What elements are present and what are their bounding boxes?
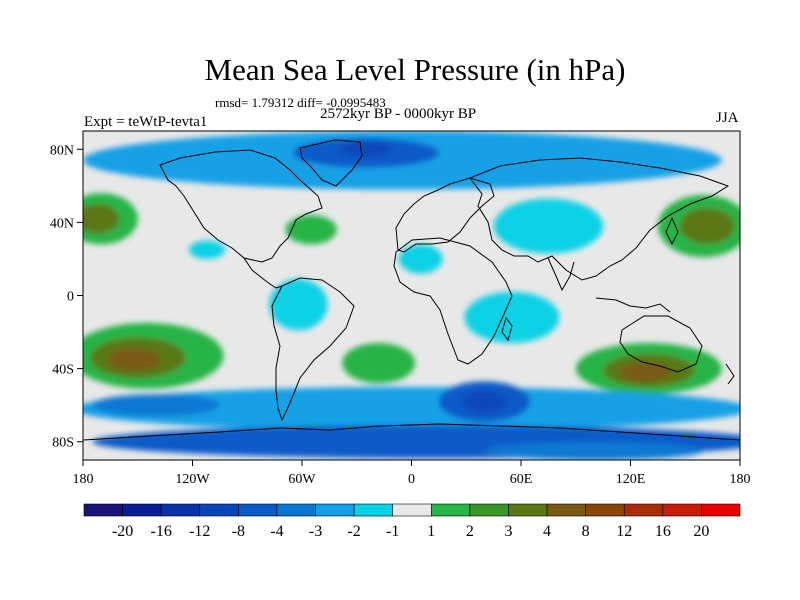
x-tick-label: 0 <box>408 472 415 487</box>
pressure-field <box>83 131 740 460</box>
colorbar-swatch <box>392 503 432 517</box>
anomaly-region-australia-high-inner <box>619 363 671 382</box>
colorbar-label: -16 <box>151 523 172 540</box>
colorbar-label: -1 <box>386 523 399 540</box>
colorbar-swatch <box>122 503 162 517</box>
colorbar-swatch <box>585 503 625 517</box>
y-axis: 80N 40N 0 40S 80S <box>50 143 83 451</box>
colorbar-swatch <box>508 503 548 517</box>
anomaly-region-asia-low <box>493 198 604 254</box>
colorbar-swatch <box>315 503 355 517</box>
anomaly-region-north-pacific-high-west-core <box>83 204 120 234</box>
colorbar-swatch <box>199 503 239 517</box>
colorbar-swatch <box>83 503 123 517</box>
anomaly-region-north-pacific-high-east-core <box>679 207 735 245</box>
colorbar: -20 -16 -12 -8 -4 -3 -2 -1 1 2 3 4 8 12 16 20 <box>83 503 741 540</box>
x-tick-label: 60W <box>288 472 316 487</box>
rmsd-diff-stats: rmsd= 1.79312 diff= -0.0995483 <box>215 95 386 110</box>
chart-title: Mean Sea Level Pressure (in hPa) <box>204 52 626 87</box>
anomaly-region-north-atlantic-high <box>285 215 337 245</box>
colorbar-swatch <box>353 503 394 517</box>
x-tick-label: 180 <box>730 472 751 487</box>
anomaly-region-southern-ocean-indian-core <box>462 390 507 413</box>
colorbar-label: -12 <box>189 523 210 540</box>
anomaly-region-southern-ocean-band <box>83 386 740 431</box>
y-tick-label: 0 <box>67 290 74 305</box>
y-tick-label: 40S <box>52 363 74 378</box>
colorbar-swatch <box>238 503 278 517</box>
colorbar-label: 16 <box>655 523 671 540</box>
experiment-label: Expt = teWtP-tevta1 <box>84 114 208 130</box>
anomaly-region-mexico-low <box>188 240 226 259</box>
colorbar-swatch <box>469 503 509 517</box>
x-tick-label: 120E <box>616 472 646 487</box>
colorbar-swatch <box>623 503 664 517</box>
colorbar-swatch <box>160 503 201 517</box>
x-tick-label: 180 <box>73 472 94 487</box>
colorbar-swatch <box>430 503 471 517</box>
colorbar-label: -4 <box>270 523 283 540</box>
anomaly-region-southern-ocean-west <box>92 394 220 417</box>
anomaly-region-indian-ocean-low <box>464 291 560 344</box>
anomaly-region-south-atlantic-high <box>342 343 416 384</box>
colorbar-label: 4 <box>543 523 551 540</box>
y-tick-label: 80N <box>50 143 74 158</box>
colorbar-label: 2 <box>466 523 474 540</box>
y-tick-label: 80S <box>52 436 74 451</box>
y-tick-label: 40N <box>50 216 74 231</box>
colorbar-label: -20 <box>112 523 133 540</box>
coastlines <box>83 139 740 441</box>
anomaly-region-arctic-deep <box>340 141 392 157</box>
anomaly-region-amazon-low <box>269 279 328 331</box>
anomaly-region-antarctic-interior <box>484 441 704 460</box>
x-tick-label: 120W <box>175 472 210 487</box>
season-label: JJA <box>716 110 739 126</box>
anomaly-region-sahara-low <box>398 244 443 274</box>
colorbar-label: 8 <box>582 523 590 540</box>
x-tick-label: 60E <box>510 472 533 487</box>
colorbar-label: -3 <box>309 523 322 540</box>
anomaly-region-south-pacific-high-inner <box>108 348 160 371</box>
colorbar-label: 20 <box>693 523 709 540</box>
time-period-label: 2572kyr BP - 0000kyr BP <box>320 106 477 122</box>
colorbar-label: 1 <box>427 523 435 540</box>
colorbar-label: 3 <box>504 523 512 540</box>
colorbar-label: -2 <box>347 523 360 540</box>
colorbar-swatch <box>546 503 586 517</box>
colorbar-swatch <box>701 503 741 517</box>
colorbar-swatch <box>662 503 702 517</box>
map-panel: 180 120W 60W 0 60E 120E 180 80N 40N 0 40S 80S <box>50 130 751 487</box>
x-axis: 180 120W 60W 0 60E 120E 180 <box>73 460 751 487</box>
colorbar-label: 12 <box>616 523 632 540</box>
colorbar-label: -8 <box>232 523 245 540</box>
colorbar-swatch <box>276 503 316 517</box>
